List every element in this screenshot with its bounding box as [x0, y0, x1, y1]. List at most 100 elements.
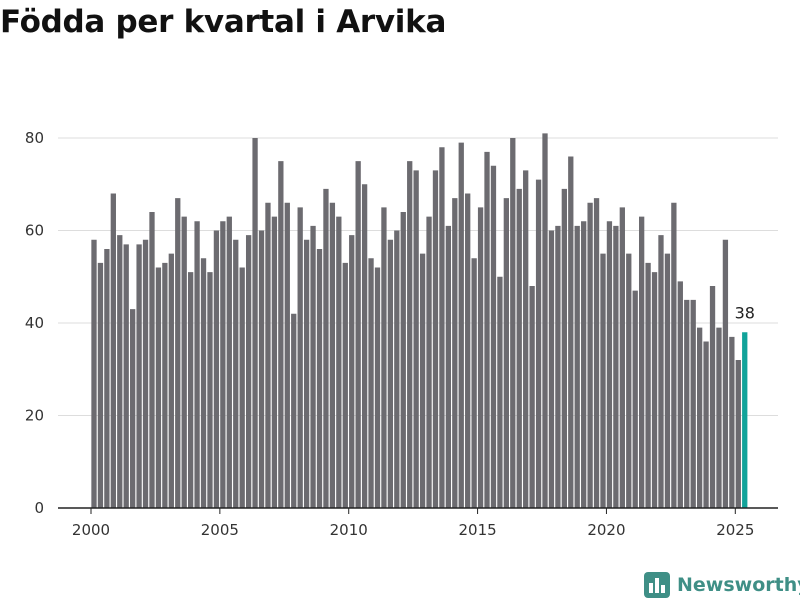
bar: [516, 188, 522, 509]
bar: [271, 216, 278, 509]
bar: [490, 165, 497, 508]
bar: [284, 202, 290, 508]
bar: [291, 313, 297, 508]
brand-logo: Newsworthy: [644, 570, 800, 600]
bar: [200, 258, 207, 508]
bar: [258, 230, 265, 508]
bar: [419, 253, 426, 509]
y-tick-label: 40: [25, 314, 44, 332]
bar: [97, 262, 104, 509]
bar: [220, 221, 226, 508]
bar: [619, 207, 625, 509]
bar: [265, 202, 271, 508]
bar: [658, 235, 664, 509]
y-tick-label: 0: [34, 499, 44, 517]
bar: [606, 221, 613, 508]
bar: [310, 225, 316, 509]
x-tick-label: 2015: [458, 521, 496, 539]
bar: [349, 235, 355, 509]
bar-chart-badge-icon: [644, 572, 670, 598]
bar: [593, 198, 600, 509]
bar: [207, 272, 213, 509]
bar: [123, 244, 129, 509]
bar: [445, 225, 452, 509]
bar: [181, 216, 187, 509]
bar: [709, 286, 716, 508]
x-tick-label: 2005: [201, 521, 239, 539]
bar: [716, 327, 722, 509]
bar: [664, 253, 671, 509]
bar: [484, 151, 490, 509]
bar: [465, 193, 471, 508]
data-labels: 38: [735, 303, 755, 322]
bar: [278, 161, 284, 509]
bar: [729, 336, 735, 509]
bar: [400, 212, 406, 508]
bar: [529, 286, 535, 508]
y-tick-label: 80: [25, 129, 44, 147]
bar: [645, 262, 651, 509]
bar: [548, 230, 555, 508]
bar: [690, 299, 696, 509]
bar: [426, 216, 432, 509]
bar: [361, 184, 368, 508]
bar: [149, 212, 155, 508]
bar: [194, 221, 200, 508]
bar: [394, 230, 400, 508]
bar: [581, 221, 587, 508]
bar: [568, 156, 574, 508]
bar: [316, 249, 323, 508]
bar: [297, 207, 303, 509]
y-axis-labels: 0 20 40 60 80: [25, 129, 44, 517]
bar: [245, 235, 252, 509]
x-tick-label: 2020: [587, 521, 625, 539]
bar: [735, 360, 741, 508]
bar: [407, 161, 413, 509]
bar: [503, 198, 509, 509]
bar: [136, 244, 142, 509]
x-tick-label: 2025: [716, 521, 754, 539]
bar: [523, 170, 529, 509]
bar: [162, 262, 168, 509]
bar: [387, 239, 394, 508]
bar: [233, 239, 239, 508]
bar: [477, 207, 484, 509]
bar: [187, 272, 194, 509]
bar: [168, 253, 174, 509]
bar: [696, 327, 703, 509]
bar: [535, 179, 542, 509]
bar: [703, 341, 709, 508]
bar: [130, 309, 136, 509]
bar: [303, 239, 310, 508]
bar: [626, 253, 632, 509]
bar: [117, 235, 123, 509]
bar: [175, 198, 181, 509]
bar: [252, 138, 258, 508]
bar: [684, 299, 690, 509]
bar: [342, 262, 348, 509]
bar: [651, 272, 658, 509]
bar: [368, 258, 374, 508]
bar: [355, 161, 361, 509]
bar: [632, 290, 638, 509]
bar: [155, 267, 162, 508]
bar: [600, 253, 606, 509]
bar: [142, 239, 149, 508]
bar: [329, 202, 336, 508]
bar: [213, 230, 220, 508]
bar: [439, 147, 445, 508]
bar: [413, 170, 419, 509]
bar: [110, 193, 116, 508]
chart-title: Födda per kvartal i Arvika: [0, 4, 447, 40]
bar: [587, 202, 593, 508]
bar: [452, 198, 458, 509]
data-label-latest: 38: [735, 303, 755, 322]
x-tick-label: 2000: [72, 521, 110, 539]
bar: [91, 239, 97, 508]
x-axis-labels: 2000 2005 2010 2015 2020 2025: [72, 521, 754, 539]
brand-name: Newsworthy: [677, 574, 800, 596]
bar: [381, 207, 387, 509]
bar: [323, 188, 329, 509]
x-tick-label: 2010: [330, 521, 368, 539]
